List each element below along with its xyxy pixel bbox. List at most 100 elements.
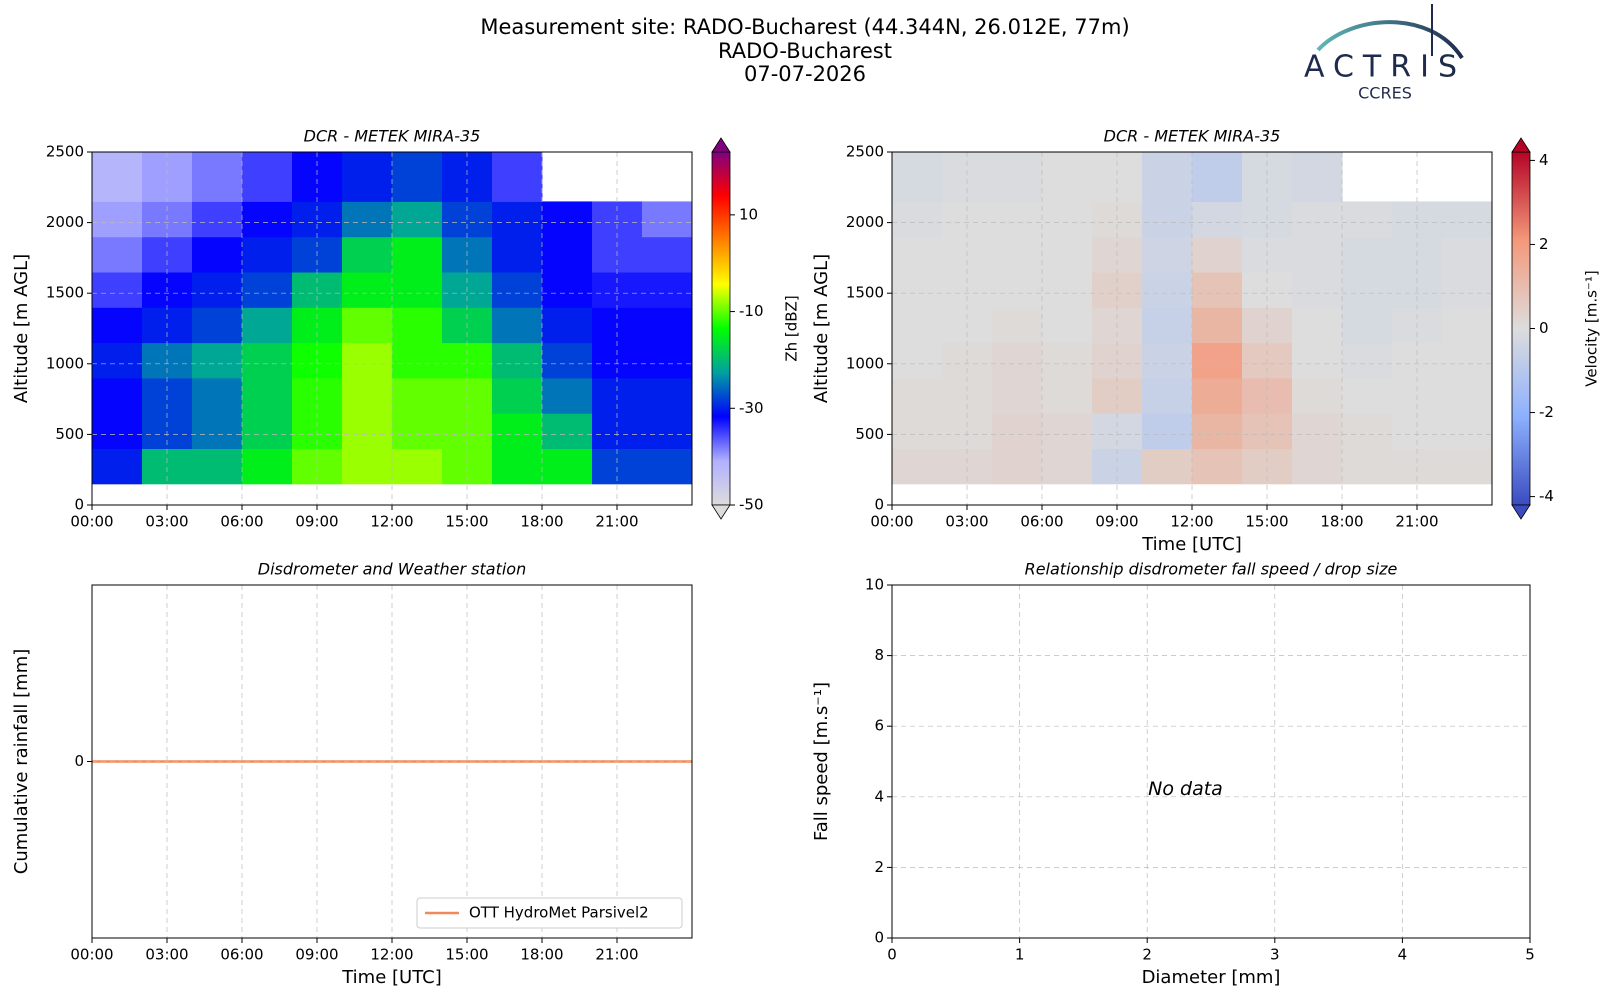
heatmap-cell: [1292, 342, 1343, 379]
panel-title: DCR - METEK MIRA-35: [1104, 127, 1281, 146]
x-tick-label: 1: [1015, 946, 1025, 964]
heatmap-cell: [492, 413, 543, 450]
x-axis-label: Time [UTC]: [341, 967, 442, 988]
x-tick-label: 3: [1270, 946, 1280, 964]
heatmap-cell: [1142, 448, 1193, 485]
y-tick-label: 500: [855, 425, 884, 443]
y-tick-label: 4: [874, 787, 884, 805]
colorbar: [1511, 151, 1531, 506]
heatmap-cell: [642, 236, 693, 273]
y-tick-label: 0: [74, 496, 84, 514]
colorbar-tick-label: 4: [1539, 151, 1549, 169]
heatmap-cell: [1092, 152, 1143, 202]
heatmap-cell: [1192, 236, 1243, 273]
plot-frame: [891, 151, 1493, 506]
y-tick-label: 6: [874, 717, 884, 735]
heatmap-cell: [942, 152, 993, 202]
heatmap-cell: [1042, 342, 1093, 379]
panel-title: DCR - METEK MIRA-35: [304, 127, 481, 146]
heatmap-cell: [642, 272, 693, 308]
colorbar-tick-label: -30: [739, 399, 764, 417]
heatmap-cell: [1192, 272, 1243, 308]
colorbar: [711, 151, 731, 506]
heatmap-cell: [392, 377, 443, 414]
heatmap-cell: [1192, 307, 1243, 344]
heatmap-cell: [1042, 448, 1093, 485]
heatmap-cell: [1342, 342, 1393, 379]
heatmap-cell: [892, 152, 943, 202]
heatmap-cell: [192, 272, 243, 308]
x-tick-label: 18:00: [1320, 513, 1363, 531]
heatmap-cell: [492, 272, 543, 308]
heatmap-cell: [92, 448, 143, 485]
heatmap-cell: [992, 152, 1043, 202]
x-tick-label: 06:00: [220, 513, 263, 531]
heatmap-cell: [1342, 236, 1393, 273]
heatmap-cell: [1042, 272, 1093, 308]
annotation: No data: [1148, 778, 1223, 800]
figure-title: Measurement site: RADO-Bucharest (44.344…: [480, 15, 1129, 39]
y-axis-label: Fall speed [m.s⁻¹]: [811, 682, 832, 841]
x-axis-label: Diameter [mm]: [1142, 967, 1281, 988]
heatmap-cell: [1142, 201, 1193, 238]
heatmap-cell: [642, 413, 693, 450]
heatmap-cell: [342, 342, 393, 379]
heatmap-cell: [1192, 201, 1243, 238]
y-axis-label: Altitude [m AGL]: [811, 254, 832, 403]
heatmap-cell: [1042, 152, 1093, 202]
plot-frame: [91, 151, 693, 506]
heatmap-cell: [492, 152, 543, 202]
colorbar-extend-top: [1511, 137, 1531, 153]
heatmap-cell: [642, 342, 693, 379]
heatmap-cell: [1042, 413, 1093, 450]
heatmap-cell: [992, 377, 1043, 414]
colorbar-label: Velocity [m.s⁻¹]: [1583, 270, 1600, 386]
heatmap-cell: [392, 448, 443, 485]
x-tick-label: 21:00: [595, 513, 638, 531]
colorbar-tick-label: 2: [1539, 235, 1549, 253]
heatmap-cell: [1442, 377, 1493, 414]
heatmap-cell: [892, 201, 943, 238]
heatmap-cell: [142, 152, 193, 202]
heatmap-cell: [1342, 377, 1393, 414]
y-tick-label: 500: [55, 425, 84, 443]
heatmap-cell: [542, 236, 593, 273]
heatmap-cell: [542, 272, 593, 308]
y-axis-label: Cumulative rainfall [mm]: [11, 649, 32, 875]
heatmap-cell: [392, 152, 443, 202]
heatmap-cell: [1292, 272, 1343, 308]
y-tick-label: 2000: [46, 213, 84, 231]
heatmap-cell: [192, 413, 243, 450]
heatmap-cell: [642, 307, 693, 344]
heatmap-cell: [492, 201, 543, 238]
x-tick-label: 4: [1398, 946, 1408, 964]
heatmap-cell: [992, 272, 1043, 308]
heatmap-cell: [542, 413, 593, 450]
heatmap-cell: [242, 448, 293, 485]
heatmap-cell: [1292, 413, 1343, 450]
panel-title: Disdrometer and Weather station: [258, 560, 526, 579]
heatmap-cell: [992, 307, 1043, 344]
heatmap-cell: [1342, 272, 1393, 308]
plot-frame: [891, 584, 1531, 939]
x-tick-label: 03:00: [145, 513, 188, 531]
x-tick-label: 12:00: [1170, 513, 1213, 531]
heatmap-cell: [342, 448, 393, 485]
y-tick-label: 0: [874, 496, 884, 514]
heatmap-cell: [992, 448, 1043, 485]
heatmap-cell: [642, 448, 693, 485]
heatmap-cell: [892, 413, 943, 450]
heatmap-cell: [242, 152, 293, 202]
heatmap-cell: [492, 342, 543, 379]
heatmap-cell: [342, 152, 393, 202]
heatmap-cell: [1292, 236, 1343, 273]
legend-box: [416, 897, 683, 929]
heatmap-cell: [542, 201, 593, 238]
colorbar-tick-label: -50: [739, 496, 764, 514]
y-tick-label: 2: [874, 858, 884, 876]
heatmap-cell: [1142, 377, 1193, 414]
logo-subtitle: CCRES: [1358, 84, 1412, 103]
x-tick-label: 15:00: [445, 513, 488, 531]
heatmap-cell: [92, 201, 143, 238]
heatmap-cell: [392, 236, 443, 273]
